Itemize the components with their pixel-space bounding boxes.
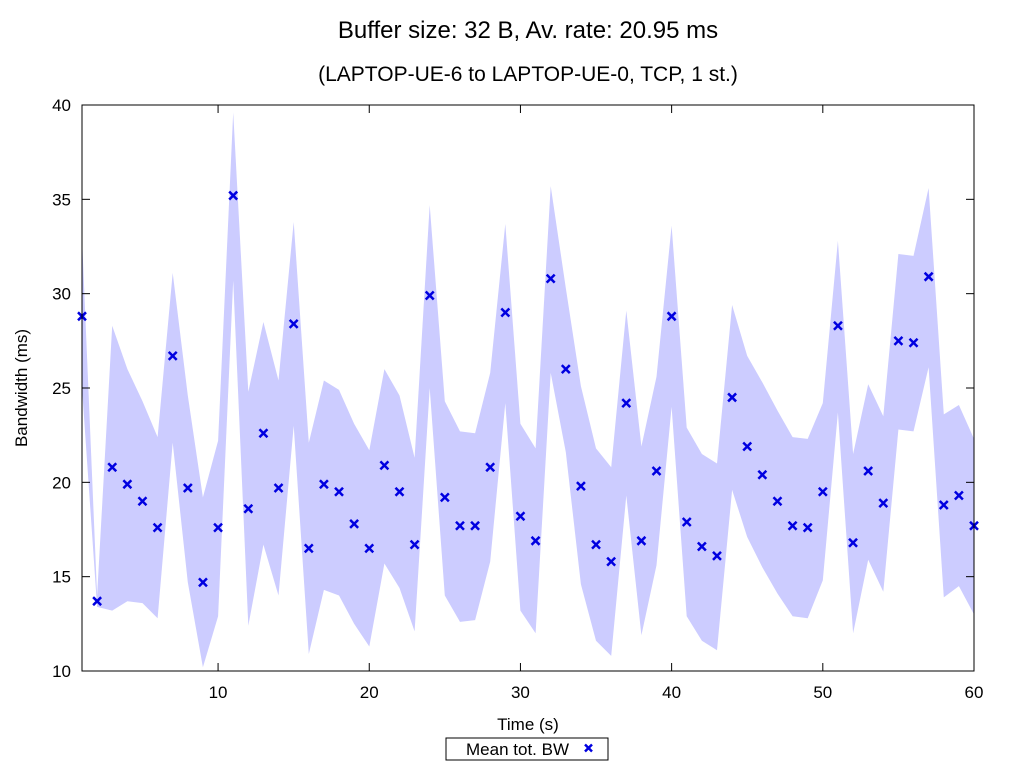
- data-point-marker: [228, 190, 239, 201]
- data-point-marker: [878, 498, 889, 508]
- data-point-marker: [787, 520, 798, 531]
- y-tick-label: 20: [52, 473, 71, 492]
- data-point-marker: [591, 539, 601, 550]
- data-point-marker: [258, 428, 269, 439]
- data-point-marker: [938, 500, 949, 510]
- data-point-marker: [576, 481, 586, 491]
- data-point-marker: [152, 522, 163, 533]
- y-axis-label: Bandwidth (ms): [12, 329, 31, 447]
- data-point-marker: [394, 486, 405, 497]
- data-point-marker: [545, 273, 556, 284]
- x-tick-label: 30: [511, 683, 530, 702]
- y-tick-label: 15: [52, 568, 71, 587]
- data-point-marker: [198, 577, 208, 588]
- data-point-marker: [681, 517, 692, 527]
- data-point-marker: [107, 462, 118, 473]
- data-point-marker: [439, 492, 450, 503]
- data-point-marker: [727, 392, 737, 403]
- y-tick-label: 10: [52, 662, 71, 681]
- data-point-marker: [379, 460, 390, 471]
- data-point-marker: [92, 596, 103, 607]
- data-point-marker: [213, 522, 223, 533]
- data-point-marker: [500, 307, 511, 318]
- y-tick-label: 25: [52, 379, 71, 398]
- data-point-marker: [470, 520, 480, 531]
- data-point-marker: [606, 556, 617, 567]
- data-point-marker: [560, 364, 571, 375]
- y-tick-label: 35: [52, 190, 71, 209]
- chart-subtitle: (LAPTOP-UE-6 to LAPTOP-UE-0, TCP, 1 st.): [318, 63, 738, 86]
- data-point-marker: [485, 462, 496, 473]
- data-point-marker: [122, 479, 133, 490]
- x-axis-label: Time (s): [497, 715, 559, 734]
- data-point-marker: [455, 520, 465, 531]
- legend-marker-x-icon: [584, 743, 593, 753]
- data-point-marker: [651, 466, 662, 476]
- data-point-marker: [636, 535, 647, 546]
- data-point-marker: [923, 271, 934, 282]
- data-point-marker: [772, 496, 783, 507]
- x-tick-label: 50: [813, 683, 832, 702]
- data-point-marker: [424, 290, 435, 301]
- data-point-marker: [319, 479, 329, 490]
- confidence-band-layer: [82, 112, 974, 668]
- data-point-marker: [273, 483, 284, 493]
- data-point-marker: [409, 539, 420, 550]
- data-point-marker: [666, 311, 677, 322]
- data-point-marker: [696, 541, 707, 552]
- axis-layer: 10 20 30 40 50 60 10 15 20 25 30 35 40: [52, 96, 983, 702]
- data-point-marker: [303, 543, 314, 554]
- data-point-marker: [137, 496, 148, 507]
- data-point-marker: [288, 318, 299, 329]
- data-point-marker: [530, 535, 541, 546]
- data-point-marker: [182, 483, 193, 493]
- data-point-marker: [863, 466, 874, 476]
- data-point-marker: [802, 522, 813, 533]
- x-tick-label: 60: [965, 683, 984, 702]
- legend: Mean tot. BW: [445, 737, 609, 761]
- data-point-marker: [243, 503, 254, 514]
- data-point-marker: [621, 398, 632, 408]
- x-tick-label: 10: [209, 683, 228, 702]
- data-point-marker: [848, 537, 858, 548]
- data-point-marker: [515, 511, 526, 522]
- y-tick-label: 40: [52, 96, 71, 115]
- data-point-marker: [908, 337, 919, 348]
- data-point-marker: [817, 486, 828, 497]
- data-point-marker: [757, 469, 768, 480]
- data-point-marker: [833, 320, 843, 331]
- data-point-marker: [712, 551, 722, 561]
- data-point-marker: [953, 490, 964, 501]
- chart-title: Buffer size: 32 B, Av. rate: 20.95 ms: [338, 17, 718, 44]
- y-tick-label: 30: [52, 285, 71, 304]
- data-point-marker: [364, 543, 375, 554]
- legend-label: Mean tot. BW: [466, 740, 569, 759]
- legend-box: [445, 737, 609, 761]
- data-point-marker: [167, 351, 178, 361]
- data-point-marker: [349, 518, 360, 529]
- confidence-band: [82, 112, 974, 668]
- data-point-marker: [334, 486, 344, 497]
- x-tick-label: 20: [360, 683, 379, 702]
- x-tick-label: 40: [662, 683, 681, 702]
- data-point-marker: [742, 441, 753, 452]
- data-point-marker: [893, 335, 904, 346]
